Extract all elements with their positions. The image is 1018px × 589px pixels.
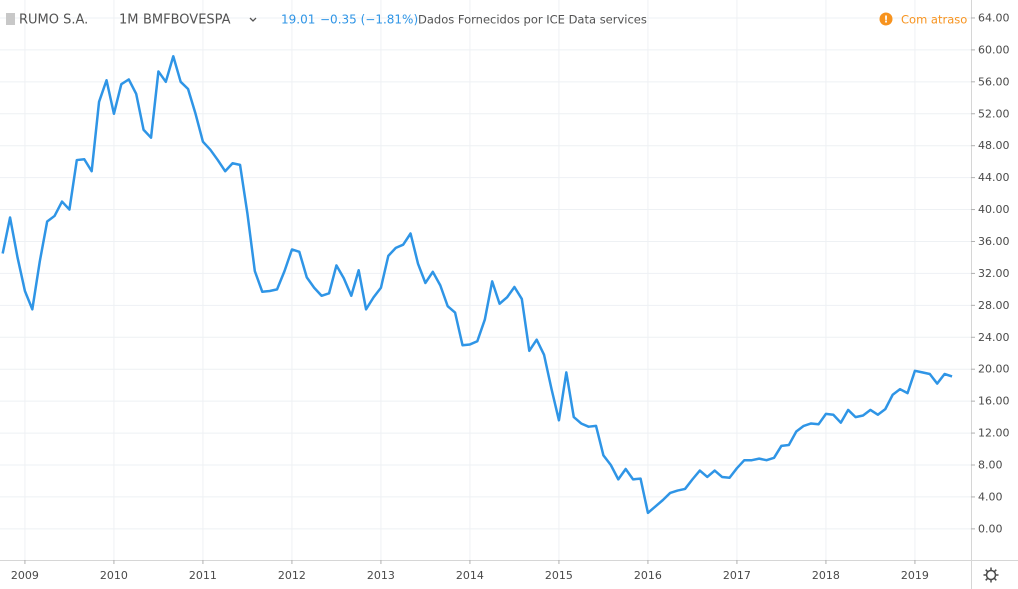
x-tick-label: 2012: [278, 569, 306, 582]
exchange[interactable]: BMFBOVESPA: [143, 13, 231, 28]
x-tick-label: 2013: [367, 569, 395, 582]
x-tick-label: 2018: [812, 569, 840, 582]
delay-icon[interactable]: [879, 12, 893, 26]
y-tick-label: 44.00: [978, 171, 1010, 184]
y-tick-label: 28.00: [978, 299, 1010, 312]
y-tick-label: 36.00: [978, 235, 1010, 248]
x-tick-label: 2009: [11, 569, 39, 582]
y-tick-label: 52.00: [978, 107, 1010, 120]
axes: 0.00 4.00 8.00 12.00 16.00 20.00 24.00 28.00 32.…: [11, 11, 1010, 582]
y-tick-label: 48.00: [978, 139, 1010, 152]
x-tick-label: 2017: [723, 569, 751, 582]
symbol[interactable]: RUMO S.A.: [19, 13, 88, 28]
delay-status[interactable]: Com atraso: [901, 13, 967, 27]
y-tick-label: 8.00: [978, 459, 1003, 472]
y-tick-label: 12.00: [978, 427, 1010, 440]
last-price: 19.01: [281, 13, 315, 27]
y-tick-label: 40.00: [978, 203, 1010, 216]
x-tick-label: 2016: [634, 569, 662, 582]
price-line: [1, 55, 953, 515]
y-tick-label: 16.00: [978, 395, 1010, 408]
x-tick-label: 2011: [189, 569, 217, 582]
dropdown-chevron[interactable]: [249, 17, 257, 22]
data-source: Dados Fornecidos por ICE Data services: [418, 13, 647, 27]
plot: [1, 55, 953, 515]
x-tick-label: 2014: [456, 569, 484, 582]
gear-teeth: [983, 567, 999, 583]
y-tick-label: 20.00: [978, 363, 1010, 376]
y-tick-label: 4.00: [978, 490, 1003, 503]
y-tick-label: 32.00: [978, 267, 1010, 280]
y-tick-label: 0.00: [978, 522, 1003, 535]
delay-icon-glyph: !: [884, 15, 889, 26]
x-tick-label: 2019: [901, 569, 929, 582]
y-tick-label: 64.00: [978, 11, 1010, 24]
interval[interactable]: 1M: [119, 13, 139, 28]
settings-gear[interactable]: [983, 567, 999, 583]
grid: [0, 0, 971, 560]
y-tick-label: 56.00: [978, 75, 1010, 88]
y-tick-label: 60.00: [978, 43, 1010, 56]
y-tick-label: 24.00: [978, 331, 1010, 344]
price-change: −0.35 (−1.81%): [320, 13, 418, 27]
x-tick-label: 2010: [100, 569, 128, 582]
x-tick-label: 2015: [545, 569, 573, 582]
symbol-icon: [6, 13, 15, 25]
